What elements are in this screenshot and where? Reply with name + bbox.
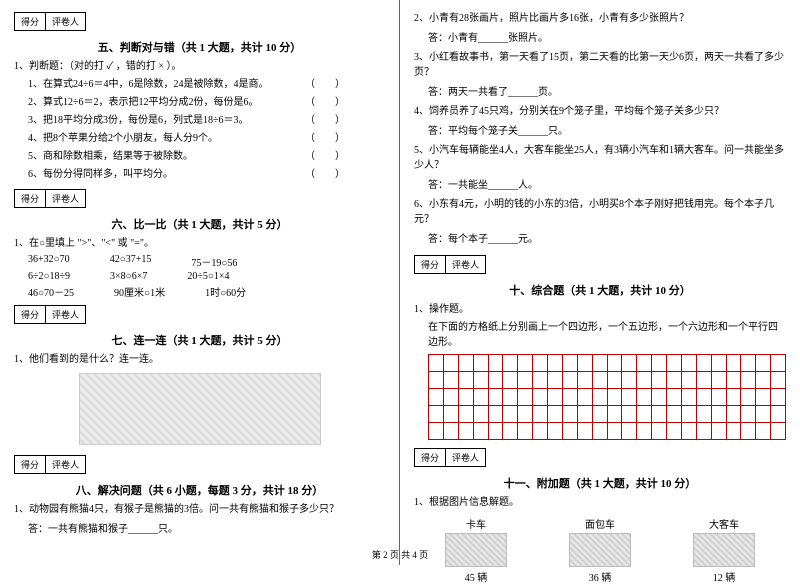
- paren-blank: （ ）: [305, 167, 345, 182]
- compare-row: 6÷2○18÷93×8○6×720÷5○1×4: [14, 271, 385, 282]
- score-label: 得分: [15, 190, 46, 207]
- score-box-10: 得分 评卷人: [414, 255, 486, 274]
- section-11-title: 十一、附加题（共 1 大题，共计 10 分）: [414, 475, 786, 491]
- vehicle-name: 卡车: [445, 516, 507, 531]
- section-7-title: 七、连一连（共 1 大题，共计 5 分）: [14, 332, 385, 348]
- sec10-sub: 在下面的方格纸上分别画上一个四边形，一个五边形，一个六边形和一个平行四边形。: [414, 320, 786, 350]
- judge-item: 3、把18平均分成3份，每份是6，列式是18÷6＝3。（ ）: [28, 113, 385, 128]
- score-label: 得分: [15, 306, 46, 323]
- sec8-a2: 答：小青有______张照片。: [428, 29, 786, 44]
- paren-blank: （ ）: [305, 77, 345, 92]
- sec8-q2: 2、小青有28张画片，照片比画片多16张，小青有多少张照片？: [414, 11, 786, 26]
- section-6-title: 六、比一比（共 1 大题，共计 5 分）: [14, 216, 385, 232]
- score-box-8: 得分 评卷人: [14, 455, 86, 474]
- connect-image: [79, 373, 321, 445]
- paren-blank: （ ）: [305, 131, 345, 146]
- paren-blank: （ ）: [305, 149, 345, 164]
- vehicle-count: 45 辆: [445, 569, 507, 584]
- score-box-5: 得分 评卷人: [14, 12, 86, 31]
- sec8-a6: 答：每个本子______元。: [428, 230, 786, 245]
- compare-row: 46○70－2590厘米○1米1时○60分: [14, 284, 385, 299]
- sec8-a4: 答：平均每个笼子关______只。: [428, 122, 786, 137]
- score-label: 得分: [415, 256, 446, 273]
- section-10-title: 十、综合题（共 1 大题，共计 10 分）: [414, 282, 786, 298]
- score-label: 得分: [15, 456, 46, 473]
- drawing-grid: [428, 354, 786, 440]
- paren-blank: （ ）: [305, 95, 345, 110]
- score-box-11: 得分 评卷人: [414, 448, 486, 467]
- sec8-a5: 答：一共能坐______人。: [428, 176, 786, 191]
- sec8-q5: 5、小汽车每辆能坐4人，大客车能坐25人，有3辆小汽车和1辆大客车。问一共能坐多…: [414, 143, 786, 173]
- sec8-a1: 答：一共有熊猫和猴子______只。: [28, 520, 385, 535]
- score-label: 得分: [15, 13, 46, 30]
- score-label: 得分: [415, 449, 446, 466]
- page: 得分 评卷人 五、判断对与错（共 1 大题，共计 10 分） 1、判断题：（对的…: [0, 0, 800, 565]
- sec10-q: 1、操作题。: [414, 302, 786, 317]
- grader-label: 评卷人: [46, 190, 85, 207]
- grader-label: 评卷人: [46, 306, 85, 323]
- judge-item: 2、算式12÷6＝2，表示把12平均分成2份，每份是6。（ ）: [28, 95, 385, 110]
- score-box-7: 得分 评卷人: [14, 305, 86, 324]
- grader-label: 评卷人: [46, 13, 85, 30]
- grader-label: 评卷人: [46, 456, 85, 473]
- vehicle-name: 大客车: [693, 516, 755, 531]
- vehicle-count: 12 辆: [693, 569, 755, 584]
- sec6-intro: 1、在○里填上 ">"、"<" 或 "="。: [14, 236, 385, 251]
- sec8-q4: 4、饲养员养了45只鸡，分别关在9个笼子里，平均每个笼子关多少只？: [414, 104, 786, 119]
- sec8-q6: 6、小东有4元，小明的钱的小东的3倍，小明买8个本子刚好把钱用完。每个本子几元？: [414, 197, 786, 227]
- judge-item: 6、每份分得同样多，叫平均分。（ ）: [28, 167, 385, 182]
- sec8-a3: 答：两天一共看了______页。: [428, 83, 786, 98]
- left-column: 得分 评卷人 五、判断对与错（共 1 大题，共计 10 分） 1、判断题：（对的…: [0, 0, 400, 565]
- grader-label: 评卷人: [446, 256, 485, 273]
- judge-item: 4、把8个苹果分给2个小朋友，每人分9个。（ ）: [28, 131, 385, 146]
- paren-blank: （ ）: [305, 113, 345, 128]
- sec8-q3: 3、小红看故事书，第一天看了15页，第二天看的比第一天少6页，两天一共看了多少页…: [414, 50, 786, 80]
- sec5-intro: 1、判断题：（对的打 ✓ ，错的打 × ）。: [14, 59, 385, 74]
- page-footer: 第 2 页 共 4 页: [0, 548, 800, 561]
- right-column: 2、小青有28张画片，照片比画片多16张，小青有多少张照片？ 答：小青有____…: [400, 0, 800, 565]
- compare-row: 36+32○7042○37+1575－19○56: [14, 254, 385, 269]
- section-5-title: 五、判断对与错（共 1 大题，共计 10 分）: [14, 39, 385, 55]
- vehicle-count: 36 辆: [569, 569, 631, 584]
- sec7-q: 1、他们看到的是什么？连一连。: [14, 352, 385, 367]
- grader-label: 评卷人: [446, 449, 485, 466]
- sec5-items: 1、在算式24÷6＝4中，6是除数，24是被除数，4是商。（ ） 2、算式12÷…: [14, 77, 385, 182]
- section-8-title: 八、解决问题（共 6 小题，每题 3 分，共计 18 分）: [14, 482, 385, 498]
- judge-item: 1、在算式24÷6＝4中，6是除数，24是被除数，4是商。（ ）: [28, 77, 385, 92]
- score-box-6: 得分 评卷人: [14, 189, 86, 208]
- judge-item: 5、商和除数相乘，结果等于被除数。（ ）: [28, 149, 385, 164]
- vehicle-name: 面包车: [569, 516, 631, 531]
- sec8-q1: 1、动物园有熊猫4只，有猴子是熊猫的3倍。问一共有熊猫和猴子多少只？: [14, 502, 385, 517]
- sec11-q: 1、根据图片信息解题。: [414, 495, 786, 510]
